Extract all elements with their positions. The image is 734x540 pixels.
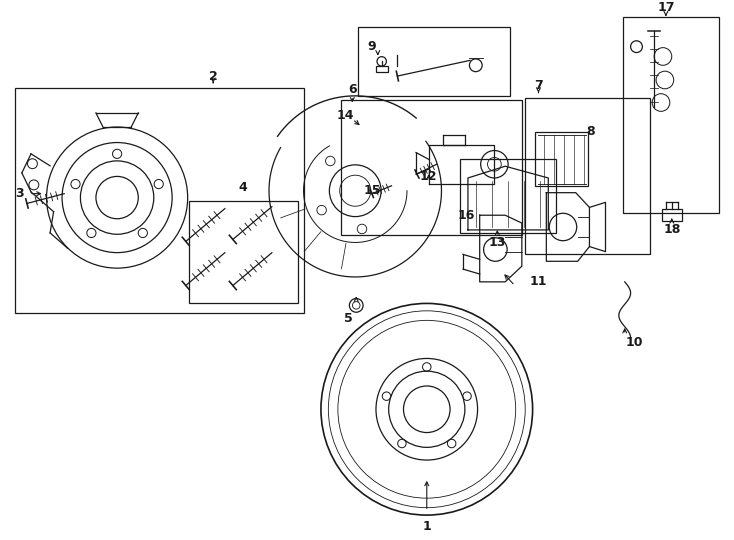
Text: 5: 5 (344, 312, 353, 325)
Bar (525, 98, 650, 254)
Text: 10: 10 (626, 336, 643, 349)
Text: 12: 12 (420, 170, 437, 183)
Text: 2: 2 (208, 70, 217, 83)
Text: 8: 8 (586, 125, 595, 138)
Text: 7: 7 (534, 79, 543, 92)
Text: 15: 15 (363, 184, 381, 197)
Text: 9: 9 (368, 40, 377, 53)
Bar (15, 88, 305, 313)
Bar (460, 159, 556, 233)
Bar (622, 17, 719, 213)
Text: 18: 18 (663, 224, 680, 237)
Bar (189, 200, 299, 303)
Bar (376, 66, 388, 72)
Text: 14: 14 (337, 109, 355, 122)
Text: 16: 16 (457, 209, 475, 222)
Bar (358, 27, 510, 96)
Text: 3: 3 (15, 187, 23, 200)
Text: 17: 17 (657, 1, 675, 14)
Text: 6: 6 (348, 83, 357, 96)
Text: 1: 1 (422, 521, 431, 534)
Bar (341, 99, 522, 235)
Text: 4: 4 (238, 181, 247, 194)
Bar (662, 210, 682, 221)
Bar (534, 132, 589, 186)
Text: 13: 13 (489, 236, 506, 249)
Text: 11: 11 (530, 275, 548, 288)
